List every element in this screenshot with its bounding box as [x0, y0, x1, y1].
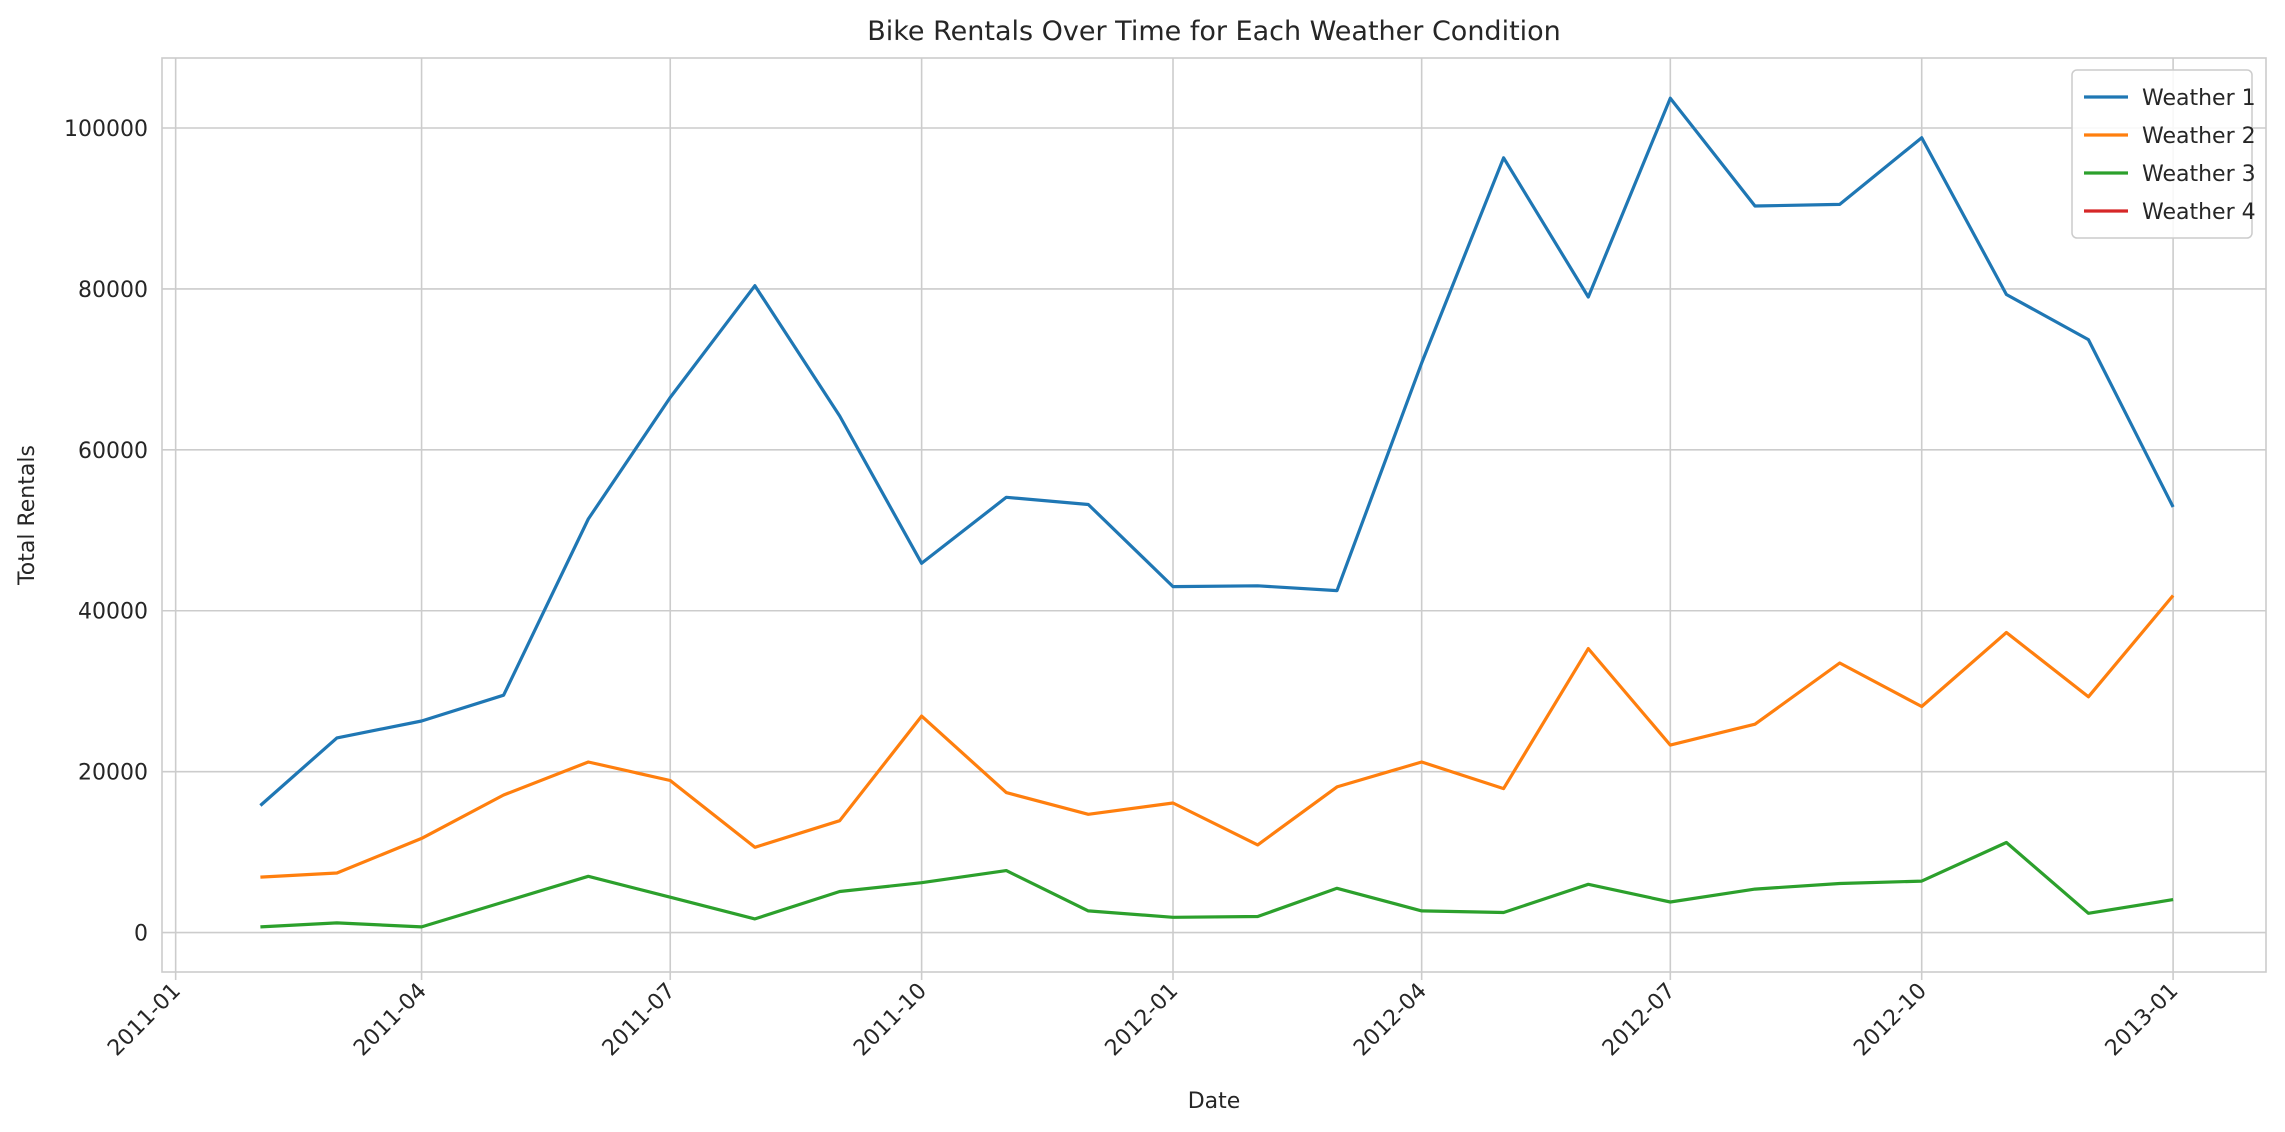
- y-tick-label: 40000: [78, 600, 148, 625]
- legend-label: Weather 2: [2142, 124, 2256, 149]
- line-series: [259, 96, 2175, 807]
- line-series: [260, 594, 2175, 879]
- plot-frame: [161, 57, 2267, 973]
- y-axis-label: Total Rentals: [15, 445, 40, 586]
- y-tick-label: 20000: [78, 761, 148, 786]
- y-tick-label: 60000: [78, 439, 148, 464]
- legend-box: [2071, 69, 2253, 239]
- line-series: [260, 840, 2174, 929]
- legend-label: Weather 3: [2142, 162, 2256, 187]
- legend-label: Weather 1: [2142, 86, 2256, 111]
- chart-title: Bike Rentals Over Time for Each Weather …: [867, 16, 1561, 47]
- legend: Weather 1 Weather 2 Weather 3 Weather 4: [2071, 69, 2256, 239]
- y-tick-label: 100000: [64, 117, 148, 142]
- legend-label: Weather 4: [2142, 200, 2256, 225]
- y-tick-label: 80000: [78, 278, 148, 303]
- x-axis-label: Date: [1188, 1089, 1241, 1114]
- y-tick-label: 0: [134, 922, 148, 947]
